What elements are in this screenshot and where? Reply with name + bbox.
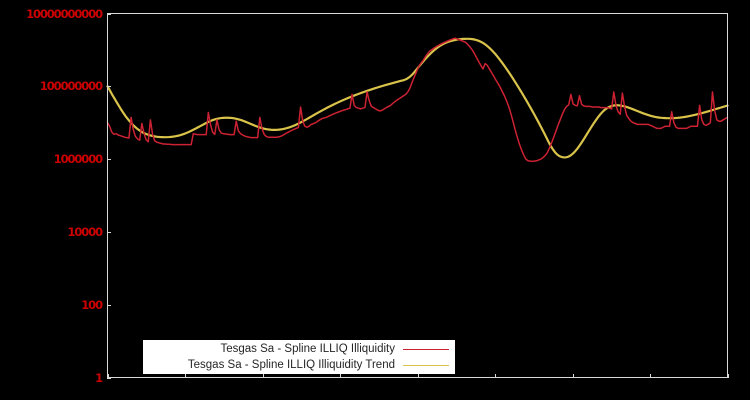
plot-frame xyxy=(107,13,728,378)
x-tick-mark-4 xyxy=(417,374,419,378)
y-axis-tick-labels: 10000000000 100000000 1000000 10000 100 1 xyxy=(0,0,103,400)
y-tick-label-0: 10000000000 xyxy=(26,6,103,21)
x-tick-mark-5 xyxy=(495,374,496,378)
illiquidity-line-path xyxy=(106,37,729,163)
legend-swatch-illiquidity xyxy=(403,348,449,350)
legend-label-illiquidity: Tesgas Sa - Spline ILLIQ Illiquidity xyxy=(220,343,395,355)
y-tick-mark-1 xyxy=(107,86,111,88)
series-illiq-group xyxy=(106,37,729,163)
y-tick-mark-4 xyxy=(107,304,111,306)
x-tick-mark-3 xyxy=(340,374,341,378)
x-tick-mark-8 xyxy=(727,374,729,378)
y-tick-label-2: 1000000 xyxy=(53,152,103,167)
x-tick-mark-0 xyxy=(107,374,109,378)
y-tick-label-4: 100 xyxy=(81,297,103,312)
legend-item-illiquidity[interactable]: Tesgas Sa - Spline ILLIQ Illiquidity xyxy=(143,341,455,357)
y-tick-label-3: 10000 xyxy=(67,224,103,239)
y-tick-label-5: 1 xyxy=(95,370,103,385)
x-tick-mark-2 xyxy=(262,374,264,378)
y-tick-mark-0 xyxy=(107,13,111,15)
legend-item-trend[interactable]: Tesgas Sa - Spline ILLIQ Illiquidity Tre… xyxy=(143,357,455,373)
x-tick-mark-6 xyxy=(572,374,574,378)
legend-label-trend: Tesgas Sa - Spline ILLIQ Illiquidity Tre… xyxy=(187,359,395,371)
legend-swatch-trend xyxy=(403,364,449,366)
x-tick-mark-7 xyxy=(650,374,651,378)
x-tick-mark-1 xyxy=(185,374,186,378)
y-tick-mark-2 xyxy=(107,159,111,161)
y-tick-mark-5 xyxy=(107,377,111,379)
chart-legend[interactable]: Tesgas Sa - Spline ILLIQ Illiquidity Tes… xyxy=(143,340,455,374)
y-tick-mark-3 xyxy=(107,231,111,233)
y-tick-label-1: 100000000 xyxy=(39,79,103,94)
